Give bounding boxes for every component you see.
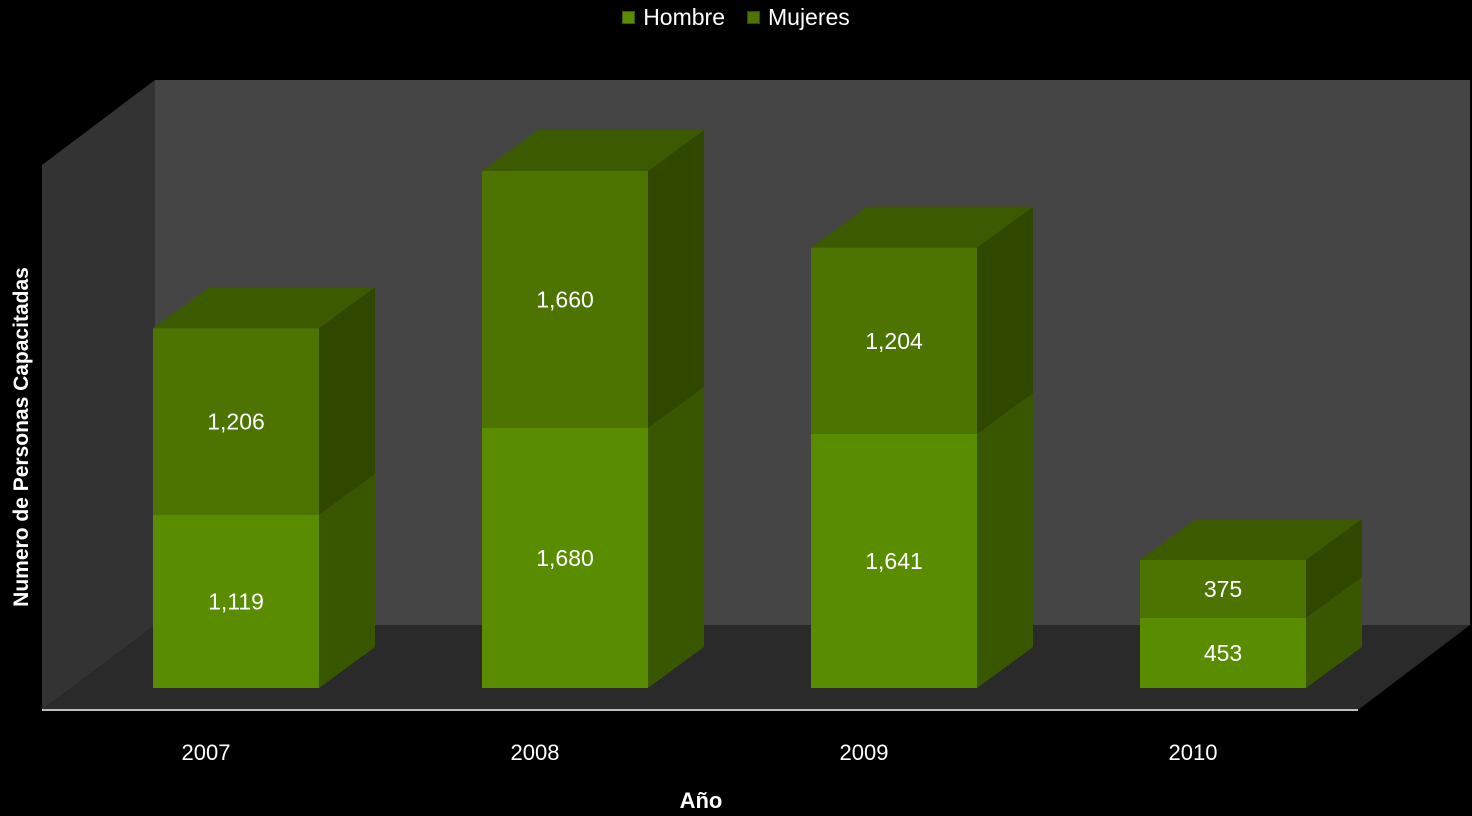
data-label-mujeres-2009: 1,204 — [865, 328, 923, 354]
bar-mujeres-2009[interactable]: 1,204 — [811, 206, 1033, 434]
bar-top-mujeres-2009 — [811, 206, 1033, 248]
data-label-mujeres-2008: 1,660 — [536, 286, 594, 312]
data-label-hombre-2010: 453 — [1204, 640, 1242, 666]
legend-item-hombre[interactable]: Hombre — [622, 4, 725, 31]
bar-front-hombre-2007 — [153, 514, 319, 688]
legend-label-mujeres: Mujeres — [768, 4, 850, 30]
chart-side-wall — [42, 80, 155, 710]
bar-side-mujeres-2007 — [319, 287, 375, 515]
x-tick-2008: 2008 — [511, 740, 560, 765]
x-axis-ticks: 2007 2008 2009 2010 — [182, 740, 1218, 765]
chart-floor — [42, 625, 1470, 710]
legend-item-mujeres[interactable]: Mujeres — [747, 4, 850, 31]
bar-hombre-2010[interactable]: 453 — [1140, 576, 1362, 688]
chart-bars: 1,119 1,206 1,680 1,660 1,641 1,204 453 375 — [153, 129, 1362, 688]
bar-mujeres-2010[interactable]: 375 — [1140, 518, 1362, 618]
bar-mujeres-2008[interactable]: 1,660 — [482, 129, 704, 428]
y-axis-title: Numero de Personas Capacitadas — [10, 267, 33, 607]
x-tick-2010: 2010 — [1169, 740, 1218, 765]
bar-front-hombre-2009 — [811, 433, 977, 688]
bar-top-mujeres-2010 — [1140, 518, 1362, 560]
bar-front-hombre-2008 — [482, 427, 648, 688]
bar-side-mujeres-2010 — [1306, 518, 1362, 618]
bar-front-hombre-2010 — [1140, 617, 1306, 688]
x-tick-2009: 2009 — [840, 740, 889, 765]
data-label-mujeres-2007: 1,206 — [207, 408, 265, 434]
x-axis-title: Año — [679, 788, 723, 813]
data-label-hombre-2009: 1,641 — [865, 548, 923, 574]
bar-side-mujeres-2009 — [977, 206, 1033, 434]
bar-side-hombre-2008 — [648, 386, 704, 688]
bar-hombre-2008[interactable]: 1,680 — [482, 386, 704, 688]
bar-hombre-2009[interactable]: 1,641 — [811, 392, 1033, 688]
data-label-hombre-2007: 1,119 — [208, 588, 264, 614]
bar-top-mujeres-2008 — [482, 129, 704, 171]
bar-front-mujeres-2010 — [1140, 559, 1306, 618]
bar-side-mujeres-2008 — [648, 129, 704, 428]
legend-label-hombre: Hombre — [643, 4, 725, 30]
bar-side-hombre-2009 — [977, 392, 1033, 688]
legend-swatch-mujeres — [747, 11, 760, 24]
x-tick-2007: 2007 — [182, 740, 231, 765]
bar-mujeres-2007[interactable]: 1,206 — [153, 287, 375, 515]
data-label-hombre-2008: 1,680 — [536, 545, 594, 571]
bar-side-hombre-2010 — [1306, 576, 1362, 688]
legend-swatch-hombre — [622, 11, 636, 24]
bar-front-mujeres-2009 — [811, 247, 977, 434]
bar-side-hombre-2007 — [319, 473, 375, 688]
legend: Hombre Mujeres — [0, 4, 1472, 31]
bar-hombre-2007[interactable]: 1,119 — [153, 473, 375, 688]
bar-top-mujeres-2007 — [153, 287, 375, 329]
bar-front-mujeres-2008 — [482, 170, 648, 428]
data-label-mujeres-2010: 375 — [1204, 576, 1242, 602]
bar-front-mujeres-2007 — [153, 328, 319, 515]
